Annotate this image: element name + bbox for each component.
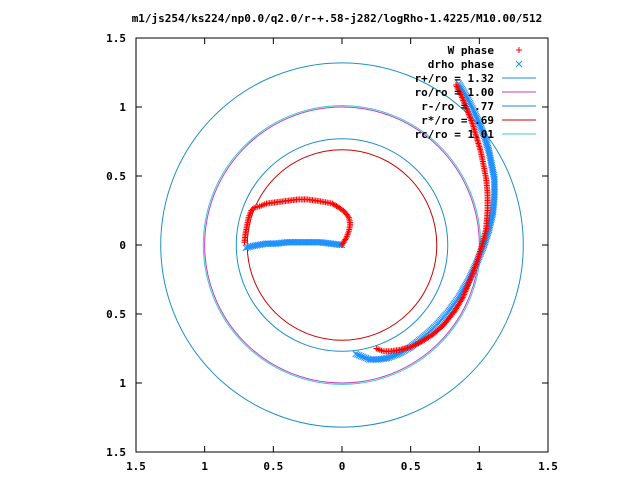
point [296, 238, 303, 246]
point [473, 261, 480, 268]
x-tick-label: 0.5 [263, 460, 283, 473]
legend-label: r*/ro = .69 [421, 114, 494, 127]
point [288, 238, 296, 246]
point [311, 238, 319, 246]
point [294, 238, 302, 246]
y-tick-label: 1.5 [106, 32, 126, 45]
point [468, 273, 475, 280]
point [354, 351, 361, 359]
series-1 [241, 81, 491, 355]
legend-label: drho phase [428, 58, 495, 71]
point [305, 238, 313, 246]
point [470, 267, 477, 274]
point [467, 274, 474, 281]
point [315, 238, 322, 246]
axes-ticks: 1.5 1 0.5 0 0.5 1 1.51.510.500.511.5 [106, 32, 558, 473]
point [352, 350, 360, 358]
y-tick-label: 0.5 [106, 308, 126, 321]
point [452, 81, 459, 88]
y-tick-label: 1 [119, 377, 126, 390]
point [244, 243, 252, 251]
legend-label: r-/ro = .77 [421, 100, 494, 113]
legend-label: ro/ro = 1.00 [415, 86, 494, 99]
x-tick-label: 1 [476, 460, 483, 473]
point [251, 204, 258, 211]
series-0 [242, 80, 498, 363]
y-tick-label: 1 [119, 101, 126, 114]
legend-label: rc/ro = 1.01 [415, 128, 495, 141]
point [466, 277, 473, 284]
point [471, 264, 478, 271]
x-tick-label: 1.5 [538, 460, 558, 473]
chart-title: m1/js254/ks224/np0.0/q2.0/r-+.58-j282/lo… [132, 12, 543, 25]
point [293, 238, 300, 246]
point [469, 270, 476, 277]
point [269, 240, 277, 247]
point [360, 354, 368, 361]
point [362, 354, 370, 362]
point [267, 240, 275, 247]
point [291, 238, 299, 246]
y-tick-label: 0 [119, 239, 126, 252]
point [469, 271, 476, 278]
point [302, 238, 310, 246]
point [359, 353, 366, 361]
point [242, 244, 250, 252]
legend-label: W phase [448, 44, 495, 57]
y-tick-label: 1.5 [106, 446, 126, 459]
point [249, 206, 256, 213]
x-tick-label: 1.5 [126, 460, 146, 473]
point [357, 352, 365, 360]
point [307, 238, 314, 246]
x-tick-label: 0.5 [401, 460, 421, 473]
point [289, 238, 297, 246]
point [469, 106, 477, 113]
point [272, 240, 280, 247]
y-tick-label: 0.5 [106, 170, 126, 183]
point [470, 107, 478, 115]
point [297, 238, 305, 246]
point [241, 239, 248, 246]
legend-swatch [515, 60, 523, 68]
legend-label: r+/ro = 1.32 [415, 72, 494, 85]
data-series [241, 80, 498, 363]
point [459, 295, 466, 302]
point [472, 262, 479, 269]
circle-2 [235, 138, 449, 352]
circle-0 [160, 62, 524, 428]
x-tick-label: 1 [201, 460, 208, 473]
point [467, 276, 474, 283]
point [468, 104, 476, 112]
point [316, 238, 324, 246]
point [342, 236, 349, 243]
point [304, 238, 311, 246]
point [468, 103, 475, 110]
point [355, 352, 363, 359]
point [330, 201, 337, 208]
point [313, 238, 321, 246]
legend-swatch [516, 47, 522, 53]
point [471, 265, 478, 272]
point [300, 238, 308, 246]
point [299, 238, 307, 246]
point [470, 268, 477, 275]
x-tick-label: 0 [339, 460, 346, 473]
point [308, 238, 316, 246]
point [310, 238, 318, 246]
point [271, 240, 278, 247]
